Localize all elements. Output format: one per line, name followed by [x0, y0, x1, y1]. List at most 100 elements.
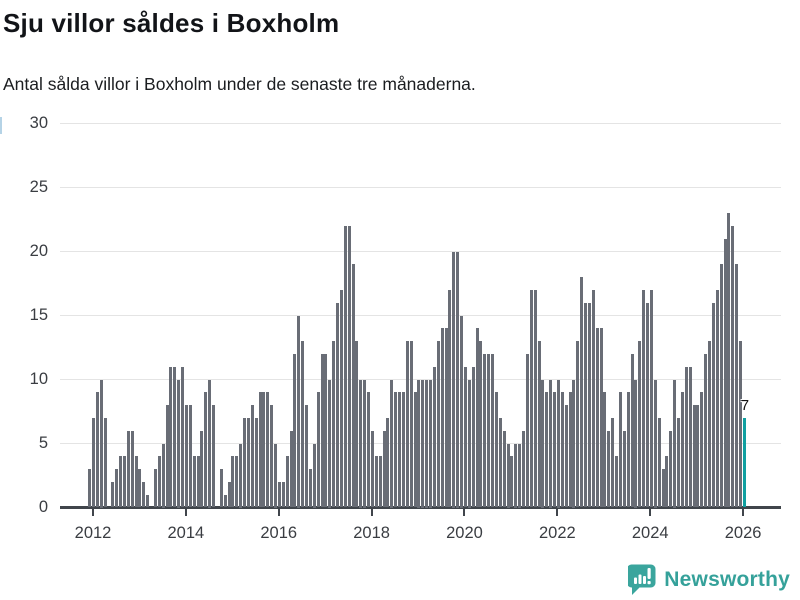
bar [177, 379, 181, 508]
bar [316, 392, 320, 508]
bar [704, 353, 708, 508]
highlighted-bar-latest [742, 417, 746, 508]
bar [491, 353, 495, 508]
bar [553, 392, 557, 508]
bar [463, 366, 467, 508]
bar [436, 341, 440, 508]
bar [390, 379, 394, 508]
bar [537, 341, 541, 508]
bar [646, 302, 650, 508]
bar [370, 430, 374, 508]
bar [421, 379, 425, 508]
bar [169, 366, 173, 508]
x-axis-tick-mark [742, 509, 745, 516]
bar [661, 469, 665, 508]
bar [487, 353, 491, 508]
bar [153, 469, 157, 508]
bar [498, 417, 502, 508]
bar [475, 328, 479, 508]
bar [615, 456, 619, 508]
x-axis-line [60, 505, 781, 509]
bar [351, 264, 355, 508]
y-axis-tick-label: 30 [29, 113, 48, 132]
bar [95, 392, 99, 508]
gridline-y-20 [60, 251, 781, 252]
bar [432, 366, 436, 508]
bar [483, 353, 487, 508]
bar [281, 481, 285, 508]
bar [157, 456, 161, 508]
bar [556, 379, 560, 508]
bar [611, 417, 615, 508]
gridline-y-10 [60, 379, 781, 380]
bar [246, 417, 250, 508]
x-axis-tick-mark [370, 509, 373, 516]
bar [711, 302, 715, 508]
bar [374, 456, 378, 508]
bar [506, 443, 510, 508]
x-axis-tick-label: 2016 [260, 523, 298, 542]
bar [700, 392, 704, 508]
x-axis-tick-mark [277, 509, 280, 516]
bar [134, 456, 138, 508]
bar [409, 341, 413, 508]
bar [146, 494, 150, 508]
bar [398, 392, 402, 508]
bar [188, 405, 192, 508]
bar [739, 341, 743, 508]
bar [456, 251, 460, 508]
bar [243, 417, 247, 508]
bar [196, 456, 200, 508]
bar [727, 213, 731, 508]
x-axis-tick-label: 2022 [538, 523, 576, 542]
bar [413, 392, 417, 508]
bar [580, 277, 584, 508]
bar [518, 443, 522, 508]
bar [696, 405, 700, 508]
bar [208, 379, 212, 508]
bar [626, 392, 630, 508]
bar [394, 392, 398, 508]
bar [332, 341, 336, 508]
x-axis-tick-mark [556, 509, 559, 516]
bar [231, 456, 235, 508]
gridline-y-5 [60, 443, 781, 444]
bar [161, 443, 165, 508]
y-axis-tick-label: 0 [38, 497, 48, 516]
bar [289, 430, 293, 508]
bar [122, 456, 126, 508]
bar [479, 341, 483, 508]
bar [669, 430, 673, 508]
gridline-y-15 [60, 315, 781, 316]
bar [708, 341, 712, 508]
bar [192, 456, 196, 508]
newsworthy-logo-icon [628, 564, 656, 596]
bar [494, 392, 498, 508]
bar [510, 456, 514, 508]
chart-subtitle: Antal sålda villor i Boxholm under de se… [3, 74, 476, 94]
bar [599, 328, 603, 508]
bar [359, 379, 363, 508]
x-axis-tick-mark [463, 509, 466, 516]
bar [301, 341, 305, 508]
bar [200, 430, 204, 508]
bar [343, 225, 347, 508]
bar [347, 225, 351, 508]
bar [673, 379, 677, 508]
bar [119, 456, 123, 508]
bar [204, 392, 208, 508]
bar [595, 328, 599, 508]
bar [274, 443, 278, 508]
y-axis-tick-label: 15 [29, 305, 48, 324]
bar [545, 392, 549, 508]
bar [367, 392, 371, 508]
bar [653, 379, 657, 508]
x-axis-tick-mark [649, 509, 652, 516]
bar-chart: 0 5 10 15 20 25 30 2012 2014 2016 2018 2020 2022 2024… [29, 113, 781, 542]
bar [126, 430, 130, 508]
bar [324, 353, 328, 508]
bar [355, 341, 359, 508]
bar [115, 469, 119, 508]
y-axis-tick-label: 20 [29, 241, 48, 260]
bar [735, 264, 739, 508]
